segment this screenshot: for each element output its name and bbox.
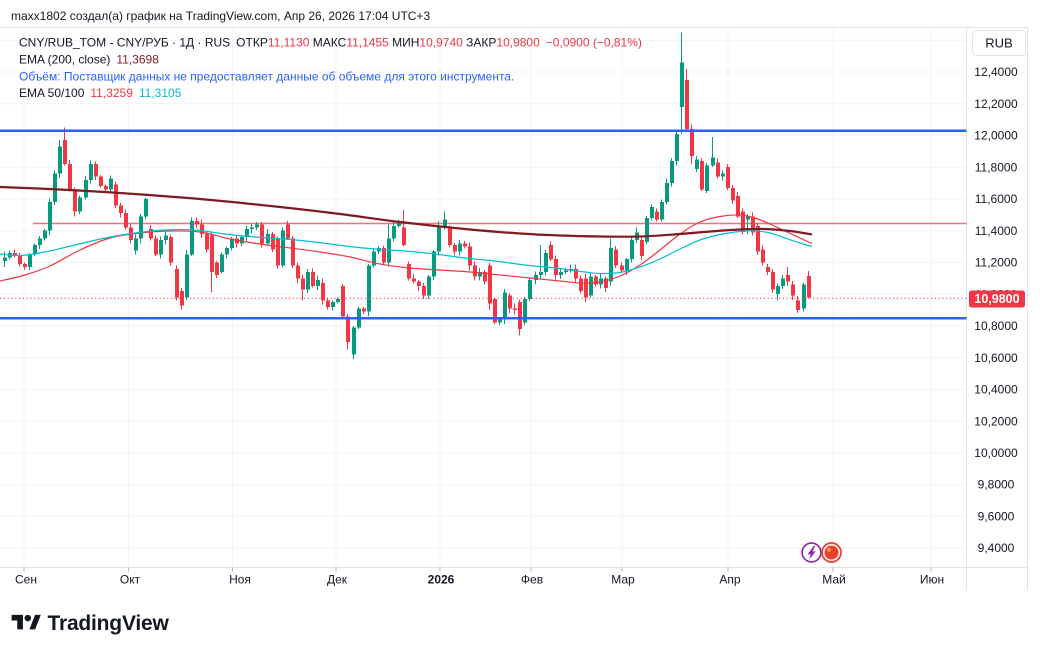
svg-text:Мар: Мар [611, 573, 635, 587]
svg-text:Апр: Апр [719, 573, 741, 587]
svg-text:10,4000: 10,4000 [974, 383, 1018, 397]
svg-text:11,8000: 11,8000 [975, 160, 1018, 174]
svg-text:10,8000: 10,8000 [974, 319, 1018, 333]
svg-text:11,2000: 11,2000 [975, 256, 1018, 270]
svg-text:9,4000: 9,4000 [978, 541, 1015, 555]
svg-text:EMA (200, close) 11,3698: EMA (200, close) 11,3698 [19, 53, 159, 67]
svg-text:Май: Май [822, 573, 846, 587]
svg-text:maxx1802 создал(а) график на T: maxx1802 создал(а) график на TradingView… [11, 9, 430, 23]
svg-text:TradingView: TradingView [48, 612, 170, 635]
svg-text:Объём: Поставщик данных не пре: Объём: Поставщик данных не предоставляет… [19, 70, 514, 84]
svg-text:11,6000: 11,6000 [975, 192, 1018, 206]
svg-text:Ноя: Ноя [229, 573, 251, 587]
svg-text:Дек: Дек [327, 573, 348, 587]
svg-text:11,4000: 11,4000 [975, 224, 1018, 238]
svg-text:EMA 50/100 11,3259 11,3105: EMA 50/100 11,3259 11,3105 [19, 86, 182, 100]
svg-text:12,4000: 12,4000 [974, 65, 1018, 79]
svg-text:RUB: RUB [985, 36, 1012, 51]
svg-text:Июн: Июн [920, 573, 944, 587]
svg-text:10,0000: 10,0000 [974, 446, 1018, 460]
svg-text:12,0000: 12,0000 [974, 129, 1018, 143]
svg-text:9,6000: 9,6000 [978, 510, 1015, 524]
svg-text:10,6000: 10,6000 [974, 351, 1018, 365]
svg-text:2026: 2026 [428, 573, 455, 587]
svg-text:10,9800: 10,9800 [974, 292, 1019, 306]
svg-text:Фев: Фев [521, 573, 543, 587]
svg-text:9,8000: 9,8000 [978, 478, 1015, 492]
svg-text:Окт: Окт [120, 573, 141, 587]
svg-text:Сен: Сен [15, 573, 37, 587]
svg-text:CNY/RUB_TOM - CNY/РУБ · 1Д · R: CNY/RUB_TOM - CNY/РУБ · 1Д · RUS ОТКР11,… [19, 36, 642, 50]
svg-text:10,2000: 10,2000 [974, 414, 1018, 428]
svg-text:12,2000: 12,2000 [974, 97, 1018, 111]
